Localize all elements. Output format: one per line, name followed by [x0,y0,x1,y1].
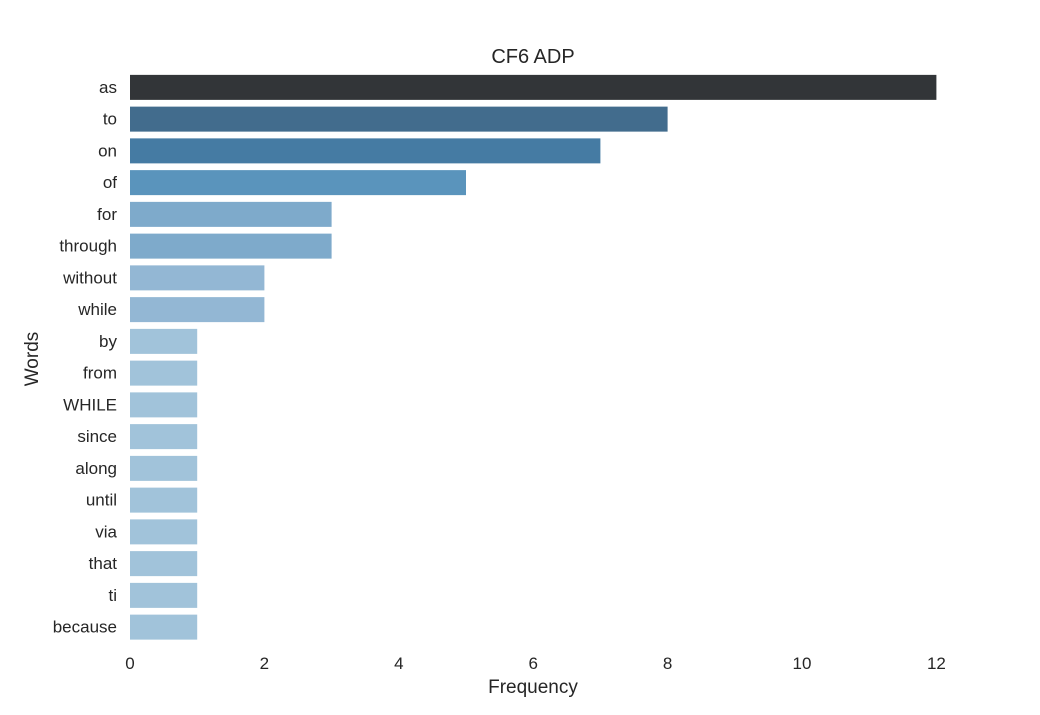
y-tick-label: ti [109,586,118,605]
y-tick-label: via [95,522,117,541]
x-tick-label: 8 [663,654,672,673]
bar-until [130,487,198,513]
x-tick-label: 2 [260,654,269,673]
bar-since [130,424,198,450]
bar-WHILE [130,392,198,418]
x-tick-label: 0 [125,654,134,673]
x-tick-label: 12 [927,654,946,673]
bar-for [130,201,332,227]
y-tick-label: as [99,78,117,97]
y-tick-label: on [98,141,117,160]
x-tick-label: 10 [793,654,812,673]
y-tick-label: without [62,268,117,287]
bar-while [130,297,265,323]
x-tick-label: 6 [528,654,537,673]
bar-from [130,360,198,386]
bar-by [130,328,198,354]
y-tick-label: for [97,205,117,224]
x-tick-label: 4 [394,654,403,673]
bar-ti [130,582,198,608]
y-tick-label: since [77,427,117,446]
bar-through [130,233,332,259]
bar-because [130,614,198,640]
y-tick-label: by [99,332,117,351]
bar-as [130,74,937,100]
bar-via [130,519,198,545]
y-tick-label: of [103,173,117,192]
y-tick-label: through [59,237,117,256]
chart-title: CF6 ADP [491,46,575,68]
y-tick-label: because [53,618,117,637]
bar-that [130,551,198,577]
bar-without [130,265,265,291]
y-tick-label: that [89,554,118,573]
x-axis-label: Frequency [488,677,578,698]
y-tick-label: to [103,110,117,129]
y-tick-label: WHILE [63,395,117,414]
y-tick-label: along [75,459,117,478]
bar-to [130,106,668,132]
y-tick-label: while [77,300,117,319]
y-tick-label: from [83,364,117,383]
y-tick-label: until [86,491,117,510]
bar-along [130,455,198,481]
bar-of [130,170,466,196]
bar-on [130,138,601,164]
y-axis-label: Words [22,331,43,387]
